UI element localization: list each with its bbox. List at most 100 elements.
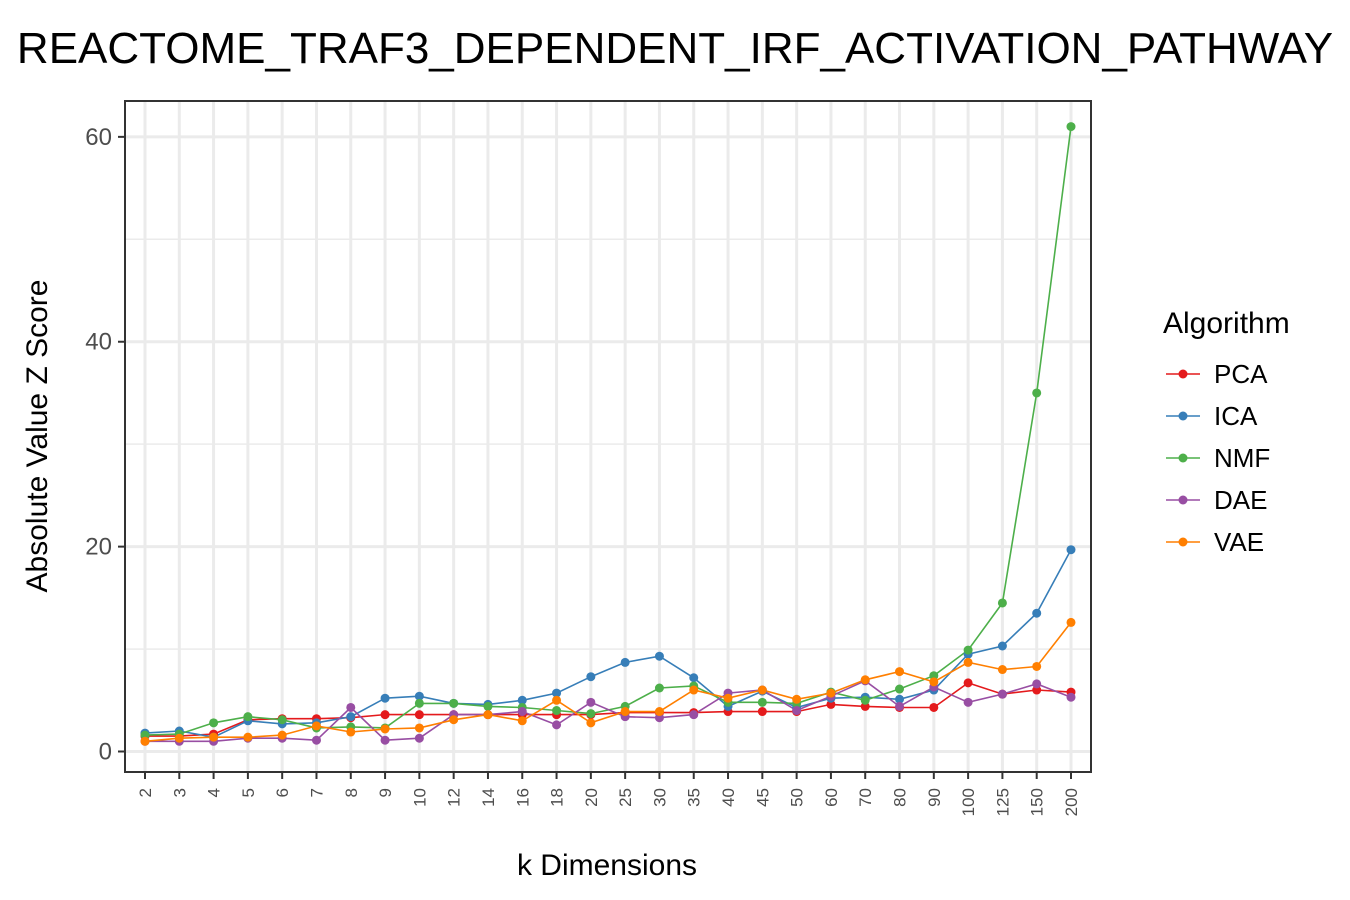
x-tick-label: 16 — [513, 788, 532, 807]
data-point-ica — [997, 641, 1007, 651]
series-line-dae — [145, 679, 1072, 743]
data-point-vae — [826, 688, 836, 698]
y-axis-title: Absolute Value Z Score — [21, 280, 54, 593]
data-point-nmf — [209, 718, 219, 728]
data-point-vae — [140, 736, 150, 746]
x-tick-label: 20 — [582, 788, 601, 807]
legend-label-pca: PCA — [1214, 359, 1268, 389]
data-point-dae — [997, 689, 1007, 699]
data-point-nmf — [586, 709, 596, 719]
data-point-vae — [929, 677, 939, 687]
data-point-vae — [860, 675, 870, 685]
data-point-vae — [997, 665, 1007, 675]
legend-label-nmf: NMF — [1214, 443, 1270, 473]
legend-label-ica: ICA — [1214, 401, 1258, 431]
y-tick-label: 20 — [85, 534, 112, 561]
x-tick-label: 3 — [170, 788, 189, 797]
y-axis-ticks: 0 20 40 60 — [85, 124, 125, 766]
data-point-ica — [654, 651, 664, 661]
data-point-vae — [174, 733, 184, 743]
data-point-vae — [277, 730, 287, 740]
data-point-vae — [757, 685, 767, 695]
data-point-nmf — [654, 683, 664, 693]
plot-panel — [125, 101, 1091, 772]
data-point-dae — [380, 735, 390, 745]
data-point-nmf — [997, 598, 1007, 608]
data-point-vae — [895, 667, 905, 677]
data-point-vae — [346, 727, 356, 737]
data-point-dae — [311, 735, 321, 745]
x-tick-label: 40 — [719, 788, 738, 807]
x-axis-title: k Dimensions — [517, 849, 697, 882]
x-tick-label: 10 — [410, 788, 429, 807]
data-point-vae — [1066, 617, 1076, 627]
plot-border — [124, 100, 1092, 773]
x-tick-label: 2 — [136, 788, 155, 797]
data-point-vae — [586, 718, 596, 728]
y-tick-label: 60 — [85, 124, 112, 151]
data-point-dae — [792, 706, 802, 716]
legend-key-point — [1178, 411, 1188, 421]
data-point-ica — [414, 691, 424, 701]
x-tick-label: 70 — [856, 788, 875, 807]
data-point-vae — [209, 732, 219, 742]
x-tick-label: 25 — [616, 788, 635, 807]
x-tick-label: 50 — [788, 788, 807, 807]
data-point-vae — [689, 685, 699, 695]
x-tick-label: 18 — [548, 788, 567, 807]
data-point-nmf — [1066, 122, 1076, 132]
series-line-pca — [145, 682, 1072, 737]
x-tick-label: 100 — [959, 788, 978, 816]
data-point-ica — [552, 688, 562, 698]
data-point-dae — [552, 720, 562, 730]
data-point-vae — [517, 716, 527, 726]
data-point-ica — [517, 695, 527, 705]
data-point-vae — [963, 657, 973, 667]
x-tick-label: 30 — [650, 788, 669, 807]
legend-title: Algorithm — [1163, 307, 1290, 340]
data-point-pca — [414, 710, 424, 720]
x-tick-label: 80 — [891, 788, 910, 807]
data-point-dae — [1066, 692, 1076, 702]
chart-title: REACTOME_TRAF3_DEPENDENT_IRF_ACTIVATION_… — [17, 24, 1333, 73]
x-tick-label: 14 — [479, 788, 498, 807]
data-point-ica — [346, 712, 356, 722]
data-point-nmf — [963, 645, 973, 655]
x-tick-label: 9 — [376, 788, 395, 797]
data-point-dae — [517, 707, 527, 717]
y-tick-label: 40 — [85, 329, 112, 356]
data-point-vae — [483, 710, 493, 720]
x-tick-label: 45 — [753, 788, 772, 807]
data-point-vae — [380, 724, 390, 734]
data-point-ica — [1066, 545, 1076, 555]
data-point-nmf — [552, 706, 562, 716]
data-point-dae — [895, 701, 905, 711]
data-point-pca — [380, 710, 390, 720]
x-tick-label: 200 — [1062, 788, 1081, 816]
data-point-vae — [552, 695, 562, 705]
series-lines — [144, 126, 1072, 743]
data-point-nmf — [895, 684, 905, 694]
legend-key-point — [1178, 369, 1188, 379]
data-point-ica — [895, 694, 905, 704]
legend-label-dae: DAE — [1214, 485, 1267, 515]
data-point-pca — [929, 702, 939, 712]
data-point-vae — [792, 694, 802, 704]
x-tick-label: 8 — [342, 788, 361, 797]
x-tick-label: 35 — [685, 788, 704, 807]
x-tick-label: 90 — [925, 788, 944, 807]
x-tick-label: 4 — [205, 788, 224, 797]
series-line-vae — [144, 621, 1072, 743]
data-point-vae — [654, 707, 664, 717]
x-tick-label: 125 — [993, 788, 1012, 816]
data-point-nmf — [860, 695, 870, 705]
data-point-vae — [449, 715, 459, 725]
data-point-dae — [1032, 679, 1042, 689]
data-point-dae — [689, 710, 699, 720]
data-point-vae — [620, 707, 630, 717]
legend-key-point — [1178, 495, 1188, 505]
data-point-nmf — [483, 701, 493, 711]
data-point-pca — [963, 678, 973, 688]
data-point-nmf — [1032, 388, 1042, 398]
